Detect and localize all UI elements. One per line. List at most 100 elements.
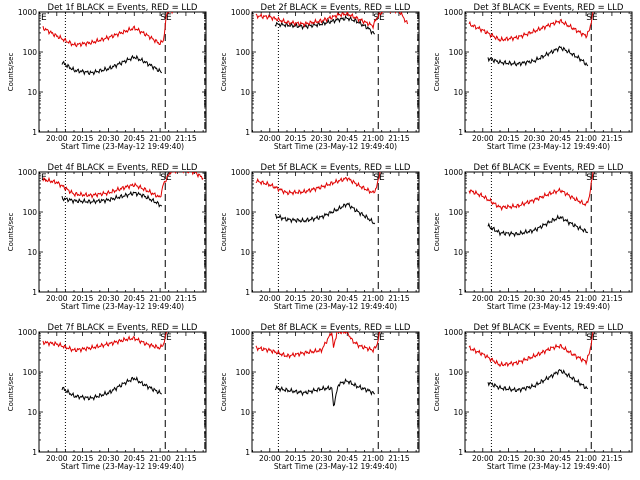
x-axis-label: Start Time (23-May-12 19:49:40) <box>61 462 184 471</box>
lld-series-line <box>42 332 168 354</box>
x-tick-label: 20:00 <box>46 454 68 463</box>
x-tick-label: 20:00 <box>259 454 281 463</box>
panel-title: Det 4f BLACK = Events, RED = LLD <box>48 163 198 173</box>
y-axis-label: Counts/sec <box>433 373 441 412</box>
y-axis-label: Counts/sec <box>433 213 441 252</box>
plot-frame <box>464 11 633 133</box>
x-tick-label: 20:30 <box>98 134 120 143</box>
x-tick-label: 21:00 <box>575 294 597 303</box>
x-tick-label: 20:30 <box>311 134 333 143</box>
x-axis-label: Start Time (23-May-12 19:49:40) <box>61 142 184 151</box>
events-series-line <box>274 15 376 36</box>
y-tick-label: 1 <box>32 128 37 137</box>
y-tick-label: 10 <box>240 248 250 257</box>
x-tick-label: 20:15 <box>498 134 520 143</box>
lld-series-line <box>468 12 594 43</box>
y-tick-label: 1 <box>32 288 37 297</box>
y-axis-label: Counts/sec <box>7 373 15 412</box>
y-tick-label: 1 <box>245 448 250 457</box>
marker-label-se: SE <box>373 333 385 343</box>
y-tick-label: 100 <box>449 208 464 217</box>
x-axis-label: Start Time (23-May-12 19:49:40) <box>274 302 397 311</box>
panel-title: Det 7f BLACK = Events, RED = LLD <box>48 323 198 333</box>
x-tick-label: 21:15 <box>601 134 623 143</box>
plot-frame <box>251 11 420 133</box>
lld-series-line <box>42 12 174 48</box>
marker-label-se: SE <box>373 13 385 23</box>
events-series-line <box>274 202 376 225</box>
y-tick-label: 100 <box>449 48 464 57</box>
y-tick-label: 10 <box>453 408 463 417</box>
x-tick-label: 20:15 <box>72 294 94 303</box>
lld-series-line <box>255 332 381 360</box>
y-tick-label: 10 <box>453 88 463 97</box>
x-tick-label: 20:15 <box>285 294 307 303</box>
x-tick-label: 20:45 <box>123 134 145 143</box>
y-tick-label: 1000 <box>444 328 463 337</box>
y-tick-label: 100 <box>236 208 251 217</box>
y-tick-label: 10 <box>240 88 250 97</box>
x-tick-label: 20:00 <box>472 134 494 143</box>
x-tick-label: 20:45 <box>549 134 571 143</box>
events-series-line <box>274 378 376 407</box>
plot-frame <box>38 331 207 453</box>
x-tick-label: 20:45 <box>549 454 571 463</box>
lld-series-line <box>255 172 381 196</box>
panel-title: Det 9f BLACK = Events, RED = LLD <box>474 323 624 333</box>
panel-title: Det 3f BLACK = Events, RED = LLD <box>474 3 624 13</box>
events-series-line <box>61 54 163 76</box>
events-series-line <box>487 214 589 238</box>
x-axis-label: Start Time (23-May-12 19:49:40) <box>487 302 610 311</box>
y-tick-label: 100 <box>23 48 38 57</box>
y-tick-label: 1 <box>458 448 463 457</box>
y-axis-label: Counts/sec <box>7 53 15 92</box>
detector-panel-6: Det 6f BLACK = Events, RED = LLD 1 10 100 10… <box>433 163 633 311</box>
x-tick-label: 20:45 <box>336 294 358 303</box>
plot-frame <box>251 171 420 293</box>
x-axis-label: Start Time (23-May-12 19:49:40) <box>274 462 397 471</box>
x-tick-label: 21:15 <box>175 294 197 303</box>
x-tick-label: 20:30 <box>524 134 546 143</box>
x-tick-label: 20:00 <box>46 134 68 143</box>
detector-panel-8: Det 8f BLACK = Events, RED = LLD 1 10 100 10… <box>220 323 420 471</box>
y-tick-label: 1000 <box>18 8 37 17</box>
x-tick-label: 21:15 <box>388 454 410 463</box>
x-tick-label: 20:30 <box>98 454 120 463</box>
detector-panel-7: Det 7f BLACK = Events, RED = LLD 1 10 100 10… <box>7 323 207 471</box>
x-tick-label: 20:00 <box>472 294 494 303</box>
y-tick-label: 1 <box>32 448 37 457</box>
y-tick-label: 100 <box>23 208 38 217</box>
events-series-line <box>61 190 163 208</box>
x-tick-label: 20:30 <box>311 294 333 303</box>
y-tick-label: 1 <box>458 288 463 297</box>
x-tick-label: 20:15 <box>285 134 307 143</box>
x-axis-label: Start Time (23-May-12 19:49:40) <box>487 142 610 151</box>
detector-panel-5: Det 5f BLACK = Events, RED = LLD 1 10 100 10… <box>220 163 420 311</box>
lld-series-line <box>255 12 408 30</box>
x-tick-label: 20:00 <box>46 294 68 303</box>
x-tick-label: 21:00 <box>362 294 384 303</box>
panel-title: Det 1f BLACK = Events, RED = LLD <box>48 3 198 13</box>
y-tick-label: 1000 <box>18 328 37 337</box>
x-axis-label: Start Time (23-May-12 19:49:40) <box>61 302 184 311</box>
y-tick-label: 1000 <box>444 8 463 17</box>
plot-frame <box>38 171 207 293</box>
x-tick-label: 21:15 <box>601 454 623 463</box>
events-series-line <box>61 376 163 402</box>
x-tick-label: 21:15 <box>175 454 197 463</box>
y-tick-label: 100 <box>23 368 38 377</box>
plot-frame <box>464 171 633 293</box>
x-tick-label: 21:00 <box>575 134 597 143</box>
panel-title: Det 5f BLACK = Events, RED = LLD <box>261 163 411 173</box>
x-tick-label: 20:15 <box>72 134 94 143</box>
x-tick-label: 21:15 <box>388 134 410 143</box>
y-tick-label: 10 <box>27 408 37 417</box>
x-tick-label: 21:15 <box>388 294 410 303</box>
detector-panel-1: Det 1f BLACK = Events, RED = LLD 1 10 100 10… <box>7 3 207 151</box>
x-tick-label: 20:00 <box>472 454 494 463</box>
marker-label-e: E <box>41 13 47 23</box>
x-tick-label: 20:15 <box>285 454 307 463</box>
x-tick-label: 21:00 <box>575 454 597 463</box>
x-tick-label: 20:15 <box>498 294 520 303</box>
